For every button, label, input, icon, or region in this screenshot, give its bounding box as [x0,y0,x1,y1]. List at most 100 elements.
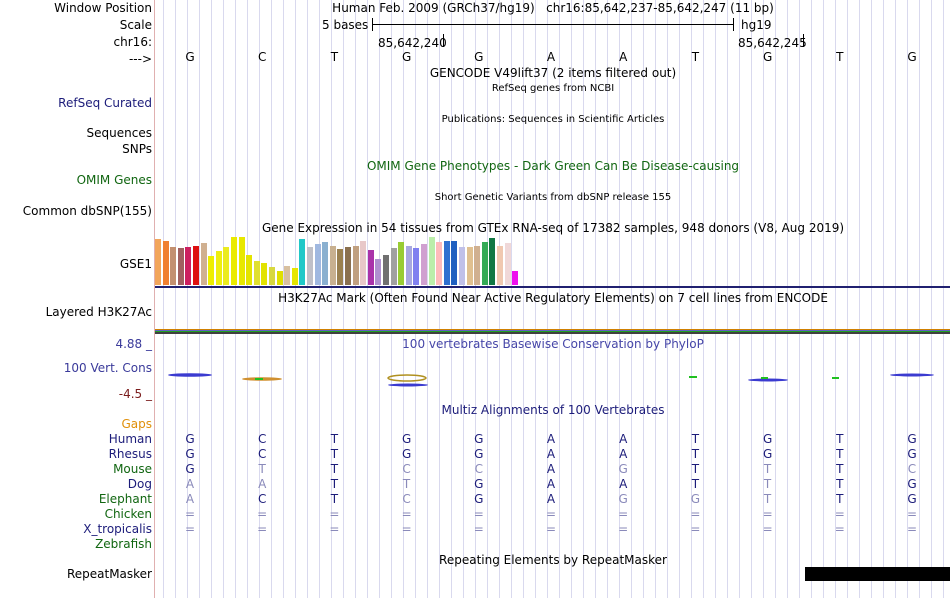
species-label-chicken[interactable]: Chicken [104,507,152,521]
omim-genes-label[interactable]: OMIM Genes [76,173,152,187]
gtex-tissue-bar[interactable] [307,247,313,285]
alignment-base: = [184,507,196,521]
gtex-tissue-bar[interactable] [337,249,344,285]
alignment-base: T [258,462,266,476]
gtex-tissue-bar[interactable] [481,242,488,285]
gtex-tissue-bar[interactable] [170,247,177,285]
gtex-tissue-bar[interactable] [474,246,481,285]
gtex-tissue-bar[interactable] [284,266,291,285]
gtex-tissue-bar[interactable] [367,250,374,285]
reference-base: G [185,50,195,64]
gtex-expression-plot[interactable] [155,237,535,285]
gtex-tissue-bar[interactable] [466,247,473,285]
gtex-tissue-bar[interactable] [276,271,283,285]
gtex-tissue-bar[interactable] [215,251,222,285]
gtex-tissue-bar[interactable] [299,239,306,285]
gtex-tissue-bar[interactable] [329,246,336,285]
gtex-tissue-bar[interactable] [405,246,412,285]
gtex-tissue-bar[interactable] [261,263,268,285]
alignment-base: G [762,432,773,446]
gtex-tissue-bar[interactable] [436,242,443,285]
snps-label[interactable]: SNPs [122,142,152,156]
alignment-base: G [907,447,917,461]
phylop-mark [387,374,427,382]
grid-line [871,0,872,598]
reference-base: A [546,50,556,64]
coord-right: 85,642,245 [738,36,807,50]
gtex-tissue-bar[interactable] [504,243,511,285]
gtex-tissue-bar[interactable] [223,247,230,285]
alignment-base: T [691,447,700,461]
repeat-element-block[interactable] [805,567,950,581]
gtex-tissue-bar[interactable] [177,248,184,285]
alignment-base: G [762,447,773,461]
gtex-tissue-bar[interactable] [253,261,260,285]
gtex-tissue-bar[interactable] [489,238,496,285]
gtex-tissue-bar[interactable] [512,271,519,285]
gtex-tissue-bar[interactable] [322,242,329,285]
alignment-base: A [546,462,556,476]
gtex-tissue-bar[interactable] [421,244,427,285]
gencode-title[interactable]: GENCODE V49lift37 (2 items filtered out) [429,66,677,80]
refseq-curated-label[interactable]: RefSeq Curated [58,96,152,110]
gse1-label[interactable]: GSE1 [119,257,152,271]
species-label-x_tropicalis[interactable]: X_tropicalis [83,522,152,536]
gtex-tissue-bar[interactable] [246,255,253,285]
species-label-human[interactable]: Human [108,432,152,446]
grid-line [451,0,452,598]
species-label-rhesus[interactable]: Rhesus [108,447,152,461]
grid-line [763,0,764,598]
gtex-tissue-bar[interactable] [360,241,367,285]
gtex-tissue-bar[interactable] [314,244,321,285]
sequences-label[interactable]: Sequences [86,126,152,140]
grid-line [355,0,356,598]
gtex-tissue-bar[interactable] [155,239,161,285]
grid-line [643,0,644,598]
gtex-tissue-bar[interactable] [200,243,207,285]
gtex-tissue-bar[interactable] [451,241,458,285]
gtex-tissue-bar[interactable] [238,237,245,285]
alignment-base: = [690,522,701,536]
alignment-base: A [546,477,556,491]
gaps-label[interactable]: Gaps [121,417,152,431]
repeatmasker-label[interactable]: RepeatMasker [66,567,152,581]
alignment-base: A [258,477,267,491]
species-label-dog[interactable]: Dog [127,477,152,491]
alignment-base: G [690,492,701,506]
gtex-tissue-bar[interactable] [162,241,169,285]
coord-left: 85,642,240 [378,36,447,50]
reference-base: G [907,50,917,64]
layered-h3k27ac-label[interactable]: Layered H3K27Ac [45,305,152,319]
gtex-tissue-bar[interactable] [413,248,420,285]
gtex-tissue-bar[interactable] [398,242,405,285]
gtex-tissue-bar[interactable] [383,255,389,285]
gtex-tissue-bar[interactable] [231,237,237,285]
reference-base: T [836,50,844,64]
coord-left-tick [443,34,444,47]
gtex-tissue-bar[interactable] [390,248,397,285]
species-label-zebrafish[interactable]: Zebrafish [95,537,152,551]
alignment-base: T [330,432,339,446]
gtex-tissue-bar[interactable] [459,247,465,285]
chrom-label: chr16: [113,35,152,49]
gtex-tissue-bar[interactable] [345,247,351,285]
gtex-tissue-bar[interactable] [352,246,359,285]
gtex-tissue-bar[interactable] [208,256,215,285]
gtex-tissue-bar[interactable] [428,237,435,285]
gtex-tissue-bar[interactable] [193,246,199,285]
grid-line [403,0,404,598]
common-dbsnp-label[interactable]: Common dbSNP(155) [22,204,152,218]
grid-line [367,0,368,598]
species-label-elephant[interactable]: Elephant [98,492,152,506]
gtex-tissue-bar[interactable] [269,267,275,285]
vert-cons-label[interactable]: 100 Vert. Cons [63,361,152,375]
gtex-tissue-bar[interactable] [443,241,450,285]
grid-line [655,0,656,598]
gtex-tissue-bar[interactable] [185,247,192,285]
alignment-base: G [474,477,484,491]
gtex-tissue-bar[interactable] [497,246,503,285]
publications-title: Publications: Sequences in Scientific Ar… [441,114,665,125]
species-label-mouse[interactable]: Mouse [113,462,152,476]
gtex-tissue-bar[interactable] [375,259,382,285]
gtex-tissue-bar[interactable] [291,268,298,285]
